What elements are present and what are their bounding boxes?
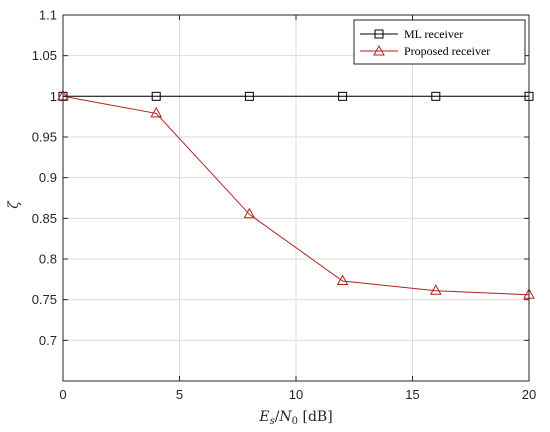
x-tick-label: 0 (59, 387, 66, 402)
y-tick-label: 0.85 (32, 211, 57, 226)
data-series (57, 89, 535, 299)
data-point-triangle (429, 284, 442, 295)
series-line-1 (62, 95, 530, 296)
data-point-triangle (243, 207, 256, 219)
legend-marker-square-icon (374, 29, 384, 39)
legend-label-ml: ML receiver (404, 27, 463, 41)
data-point-triangle (150, 106, 163, 118)
legend-box (353, 19, 526, 65)
x-tick-label: 5 (176, 387, 183, 402)
y-tick-label: 1 (50, 89, 57, 104)
data-point-square (151, 91, 161, 101)
x-tick-label: 10 (289, 387, 303, 402)
legend-marker-triangle-icon (373, 44, 385, 56)
y-tick-label: 0.95 (32, 130, 57, 145)
axis-ticks: 0 5 10 15 20 0.7 0.75 0.8 0.85 0.9 0.95 1 1.05 1.1 (32, 8, 537, 403)
y-tick-label: 0.7 (39, 333, 57, 348)
data-point-square (431, 91, 441, 101)
legend-entry-ml: ML receiver (360, 27, 463, 41)
legend-label-proposed: Proposed receiver (404, 44, 490, 58)
legend-entry-proposed: Proposed receiver (360, 44, 490, 58)
y-tick-label: 1.1 (39, 8, 57, 23)
y-tick-label: 0.75 (32, 292, 57, 307)
y-tick-label: 0.8 (39, 252, 57, 267)
data-point-square (338, 91, 348, 101)
y-tick-label: 1.05 (32, 48, 57, 63)
x-tick-label: 20 (522, 387, 536, 402)
x-axis-label: Es/N0 [dB] (258, 409, 332, 427)
x-tick-label: 15 (405, 387, 419, 402)
y-tick-label: 0.9 (39, 170, 57, 185)
data-point-triangle (336, 274, 349, 285)
data-point-square (244, 91, 254, 101)
y-axis-label: ζ (6, 200, 22, 209)
legend: ML receiver Proposed receiver (353, 19, 526, 65)
